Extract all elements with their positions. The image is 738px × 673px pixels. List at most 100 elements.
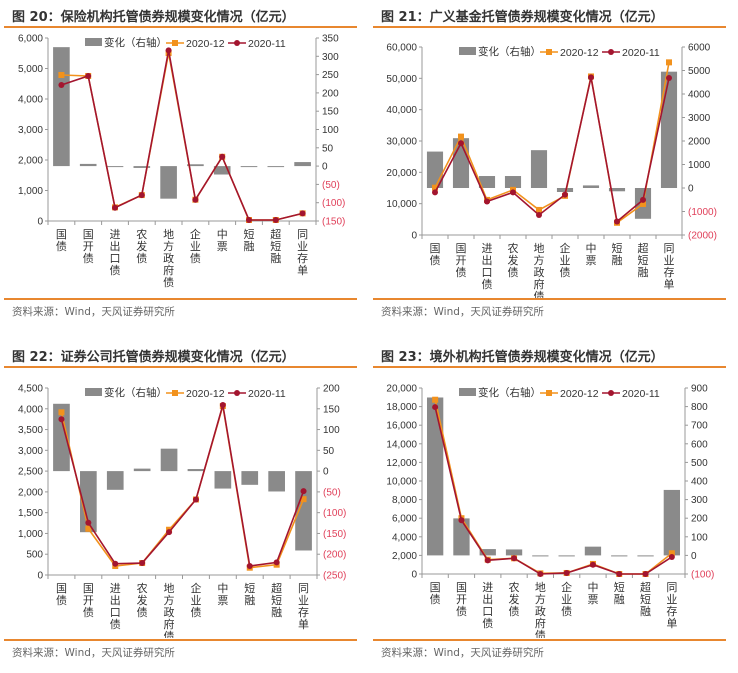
category-label-char: 融 (640, 605, 651, 618)
right-tick-label: (150) (322, 217, 345, 228)
category-label-char: 超 (638, 241, 649, 255)
source-rule (4, 298, 357, 300)
category-label-char: 业 (190, 594, 201, 607)
category-label-char: 票 (586, 254, 597, 267)
category-label-char: 单 (664, 278, 675, 291)
category-label-char: 债 (509, 604, 520, 618)
point-2020-11 (219, 153, 226, 160)
right-tick-label: 800 (691, 402, 708, 413)
line-2020-12 (434, 62, 670, 225)
bar-change (187, 164, 204, 167)
chart-svg: 05001,0001,5002,0002,5003,0003,5004,0004… (18, 384, 346, 639)
right-tick-label: 500 (691, 458, 708, 469)
right-tick-label: 0 (323, 467, 329, 478)
category-label-char: 超 (640, 580, 651, 594)
category-label-char: 债 (136, 251, 147, 265)
right-tick-label: 600 (691, 439, 708, 450)
legend-label: 2020-12 (560, 388, 599, 400)
category-label-char: 短 (244, 581, 255, 595)
bar-change (582, 185, 600, 188)
point-2020-11 (484, 198, 490, 205)
bar-change (584, 546, 602, 556)
category-label-char: 单 (666, 617, 677, 630)
category-label-char: 口 (110, 253, 121, 265)
chart-title: 图 20：保险机构托管债券规模变化情况（亿元） (12, 10, 295, 25)
left-tick-label: 20,000 (386, 168, 417, 179)
bar-change (160, 448, 178, 472)
category-label-char: 进 (110, 228, 121, 241)
left-tick-label: 18,000 (386, 402, 417, 413)
right-tick-label: 0 (691, 551, 697, 562)
category-label-char: 府 (164, 617, 175, 631)
title-rule (373, 366, 726, 368)
legend-label: 变化（右轴） (104, 386, 167, 399)
source-note: 资料来源：Wind，天风证券研究所 (381, 647, 544, 659)
line-2020-12 (434, 399, 673, 575)
bar-change (133, 468, 151, 472)
line-2020-11 (61, 50, 303, 221)
left-tick-label: 20,000 (386, 384, 417, 395)
legend-bar-swatch (459, 47, 476, 55)
left-tick-label: 30,000 (386, 137, 417, 148)
left-tick-label: 2,000 (18, 487, 43, 498)
point-2020-11 (640, 196, 646, 203)
category-label-char: 存 (664, 265, 675, 279)
category-label-char: 国 (456, 242, 467, 255)
title-rule (4, 26, 357, 28)
category-label-char: 企 (560, 241, 571, 255)
left-tick-label: 14,000 (386, 439, 417, 450)
point-2020-11 (300, 488, 307, 495)
point-2020-11 (563, 569, 570, 576)
category-label-char: 债 (83, 251, 94, 265)
point-2020-12 (536, 206, 542, 213)
point-2020-12 (432, 396, 439, 403)
left-tick-label: 0 (37, 217, 43, 228)
source-note: 资料来源：Wind，天风证券研究所 (381, 306, 544, 318)
legend-dec-marker (546, 390, 552, 396)
chart-svg: 0 1,000 2,000 3,000 4,000 5,000 6,000 (150) (100… (18, 34, 345, 290)
category-label-char: 存 (297, 251, 308, 265)
category-label-char: 债 (83, 605, 94, 619)
category-label-char: 农 (509, 580, 520, 594)
category-label-char: 超 (271, 581, 282, 595)
point-2020-11 (273, 559, 280, 566)
category-label-char: 企 (190, 227, 201, 241)
right-tick-label: 1000 (688, 160, 711, 171)
point-2020-11 (562, 191, 568, 198)
legend-label: 2020-11 (248, 388, 286, 400)
bar-change (426, 397, 444, 556)
category-label-char: 企 (190, 581, 201, 595)
category-label-char: 债 (56, 593, 67, 607)
category-label-char: 债 (164, 629, 175, 638)
legend-dec-marker (172, 40, 178, 46)
category-label-char: 方 (534, 253, 545, 267)
bar-change (295, 471, 312, 551)
category-label-char: 中 (217, 228, 228, 241)
category-label-char: 出 (110, 593, 121, 607)
point-2020-12 (58, 409, 65, 416)
left-tick-label: 5,000 (18, 64, 43, 75)
left-tick-label: 10,000 (386, 199, 417, 210)
point-2020-11 (85, 519, 92, 526)
point-2020-11 (458, 517, 465, 524)
bar-change (241, 471, 259, 485)
point-2020-12 (666, 59, 672, 66)
bar-change (267, 166, 285, 168)
category-label-char: 开 (83, 241, 94, 253)
category-label-char: 国 (56, 228, 67, 241)
category-label-char: 债 (560, 265, 571, 279)
legend-label: 变化（右轴） (104, 36, 167, 49)
left-tick-label: 1,000 (18, 529, 43, 540)
right-tick-label: 200 (323, 384, 340, 395)
point-2020-11 (112, 204, 118, 211)
point-2020-12 (85, 525, 92, 532)
point-2020-11 (536, 211, 542, 218)
chart-svg: 0 10,000 20,000 30,000 40,000 50,000 60,000 (20… (386, 43, 717, 299)
legend-bar-swatch (85, 388, 102, 396)
point-2020-11 (85, 72, 92, 79)
right-tick-label: 300 (691, 495, 708, 506)
bar-change (106, 471, 124, 490)
point-2020-11 (614, 218, 620, 225)
legend-label: 2020-11 (622, 388, 660, 400)
left-tick-label: 0 (37, 571, 43, 582)
